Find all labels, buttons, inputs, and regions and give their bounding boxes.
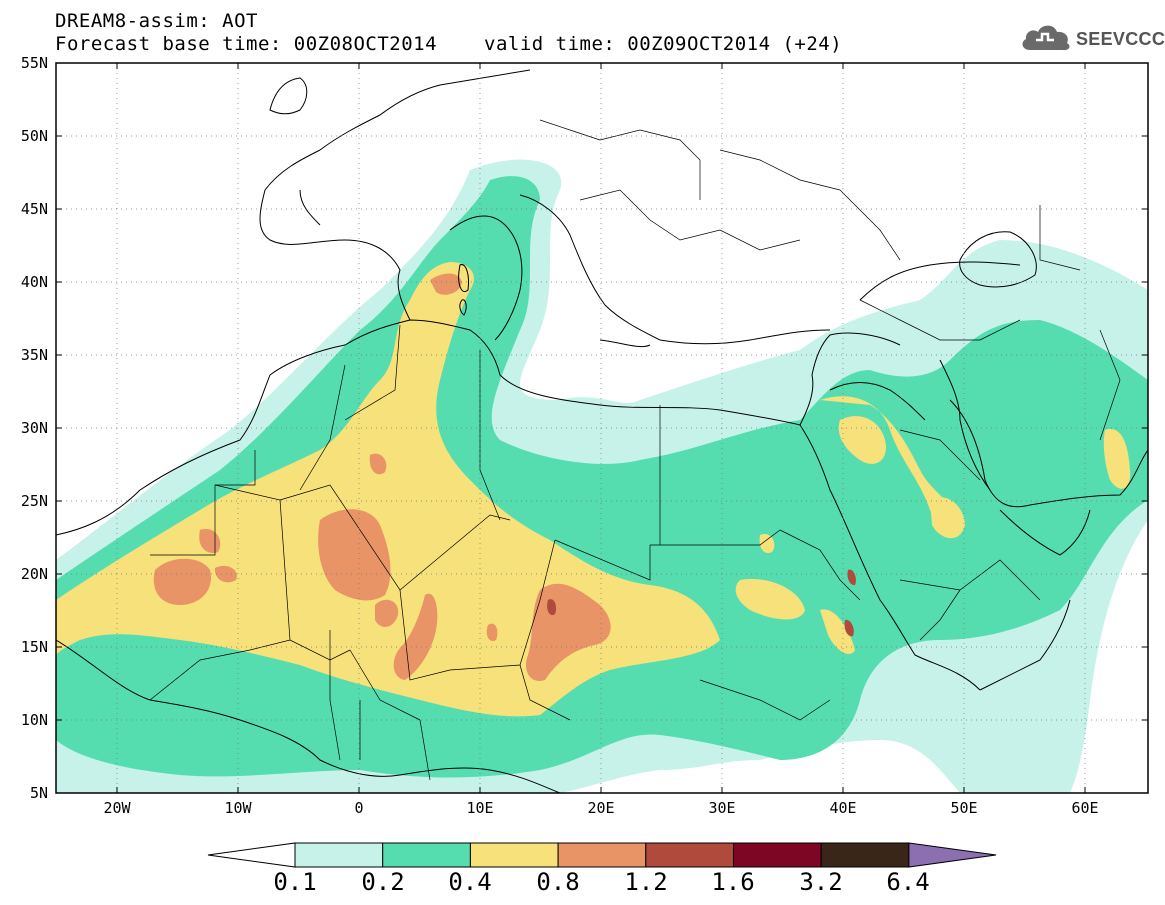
lon-label: 60E	[1071, 799, 1098, 817]
aot-level-0.8	[318, 509, 391, 601]
map-title: DREAM8-assim: AOT	[55, 10, 258, 32]
borders	[149, 119, 1121, 781]
colorbar-label: 3.2	[799, 868, 843, 896]
lon-label: 40E	[829, 799, 856, 817]
lat-label: 5N	[30, 784, 48, 802]
seevccc-logo: SEEVCCC	[1018, 20, 1165, 54]
tick-marks	[56, 62, 1148, 793]
lat-label: 30N	[21, 419, 48, 437]
colorbar-label: 0.8	[536, 868, 580, 896]
colorbar-label: 0.2	[361, 868, 405, 896]
lat-label: 55N	[21, 54, 48, 72]
lon-label: 0	[354, 799, 363, 817]
lon-label: 10W	[224, 799, 252, 817]
cloud-icon	[1022, 25, 1070, 51]
forecast-base-time: Forecast base time: 00Z08OCT2014	[55, 33, 438, 55]
valid-time: valid time: 00Z09OCT2014 (+24)	[484, 33, 843, 55]
colorbar-swatch	[645, 842, 734, 868]
colorbar-swatch	[733, 842, 822, 868]
lat-label: 20N	[21, 565, 48, 583]
lat-label: 35N	[21, 346, 48, 364]
colorbar-label: 1.2	[624, 868, 668, 896]
lon-labels: 20W 10W 0 10E 20E 30E 40E 50E 60E	[103, 799, 1098, 817]
colorbar-arrow-low	[207, 842, 296, 868]
colorbar-swatch	[382, 842, 471, 868]
colorbar	[207, 842, 997, 868]
lat-label: 40N	[21, 273, 48, 291]
colorbar-label: 6.4	[886, 868, 930, 896]
lon-label: 20W	[103, 799, 131, 817]
lat-label: 15N	[21, 638, 48, 656]
lat-label: 50N	[21, 127, 48, 145]
colorbar-arrow-high	[908, 842, 997, 868]
lon-label: 20E	[587, 799, 614, 817]
colorbar-label: 1.6	[711, 868, 755, 896]
colorbar-label: 0.1	[273, 868, 317, 896]
colorbar-label: 0.4	[448, 868, 492, 896]
lat-label: 45N	[21, 200, 48, 218]
lon-label: 30E	[708, 799, 735, 817]
lon-label: 50E	[950, 799, 977, 817]
lat-label: 25N	[21, 492, 48, 510]
lat-labels: 55N 50N 45N 40N 35N 30N 25N 20N 15N 10N …	[21, 54, 48, 802]
aot-level-1.2	[547, 599, 557, 616]
lon-label: 10E	[466, 799, 493, 817]
colorbar-swatch	[469, 842, 559, 868]
colorbar-swatch	[294, 842, 384, 868]
coastlines	[56, 69, 1148, 793]
logo-text: SEEVCCC	[1076, 29, 1165, 49]
graticule	[56, 63, 1148, 793]
lat-label: 10N	[21, 711, 48, 729]
colorbar-swatch	[820, 842, 910, 868]
colorbar-swatch	[557, 842, 647, 868]
